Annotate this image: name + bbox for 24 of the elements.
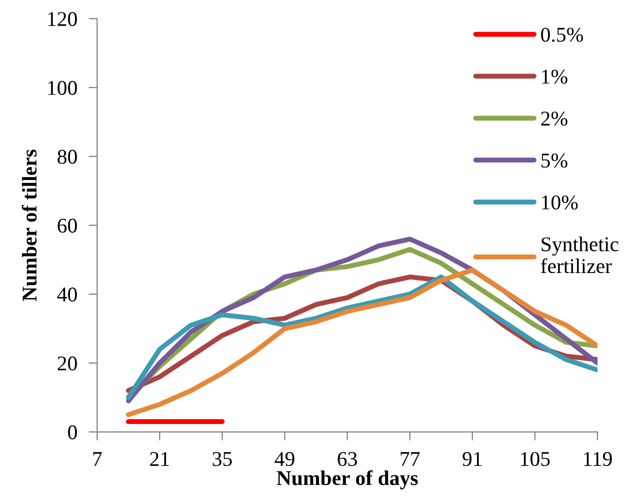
y-tick-label: 120 — [48, 12, 77, 26]
x-tick-label: 7 — [93, 452, 102, 466]
x-axis-title: Number of days — [276, 470, 418, 490]
legend-label: 2% — [541, 112, 568, 126]
x-tick-label: 35 — [212, 452, 232, 466]
y-tick-label: 80 — [58, 150, 77, 164]
x-tick-label: 119 — [584, 452, 612, 466]
x-tick-label: 91 — [462, 452, 482, 466]
x-tick-label: 105 — [521, 452, 550, 466]
y-tick-label: 100 — [48, 80, 77, 95]
x-tick-label: 77 — [400, 452, 420, 466]
legend-label: 1% — [542, 70, 568, 84]
x-tick-label: 21 — [150, 452, 169, 466]
legend-label: 0.5% — [541, 28, 583, 42]
y-tick-label: 40 — [57, 288, 77, 302]
y-tick-label: 0 — [68, 425, 77, 440]
y-tick-label: 60 — [58, 218, 77, 233]
y-axis-title: Number of tillers — [22, 150, 37, 302]
legend-label: 10% — [542, 195, 578, 210]
x-tick-label: 49 — [274, 452, 294, 466]
x-tick-label: 63 — [338, 452, 357, 466]
legend-label: Synthetic fertilizer — [540, 236, 618, 274]
legend-label: 5% — [542, 154, 568, 168]
y-tick-label: 20 — [58, 356, 77, 370]
